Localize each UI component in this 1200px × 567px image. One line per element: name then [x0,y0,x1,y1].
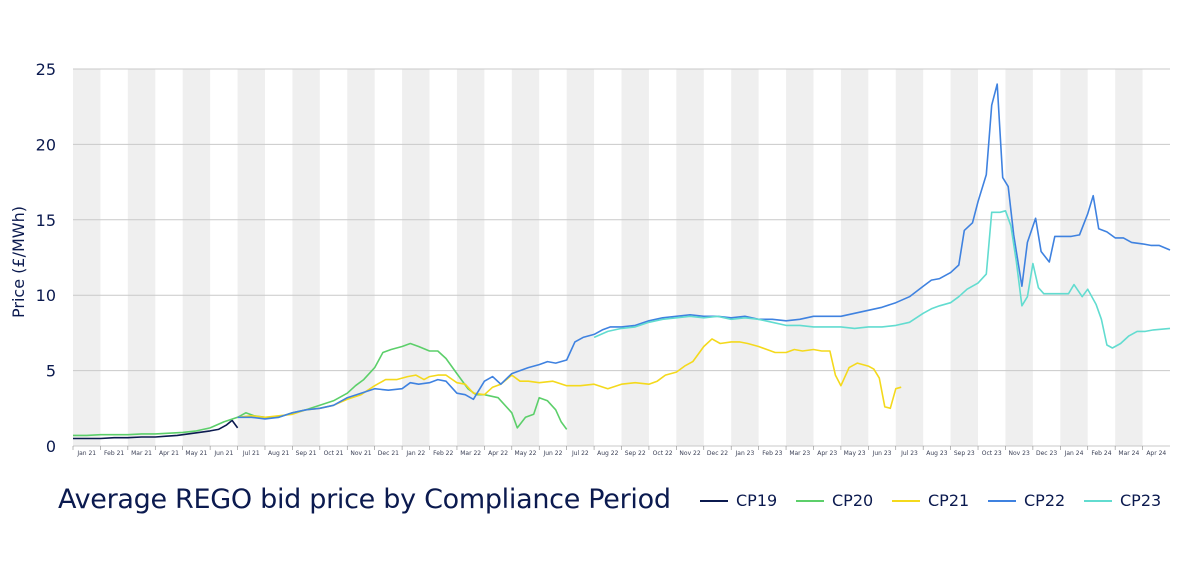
x-tick-label: Mar 23 [789,450,810,457]
x-tick-label: Mar 24 [1118,450,1139,457]
month-band [840,69,869,446]
x-tick-label: Feb 21 [104,450,124,457]
x-tick-label: Oct 23 [982,450,1002,457]
month-band [237,69,265,446]
x-tick-label: Sep 23 [954,450,975,457]
x-tick-label: Oct 22 [653,450,673,457]
x-tick-label: Nov 23 [1009,450,1030,457]
month-band [1060,69,1088,446]
x-tick-label: Sep 21 [296,450,317,457]
month-band [127,69,156,446]
month-band [347,69,375,446]
x-tick-label: Dec 23 [1036,450,1057,457]
month-band [73,69,101,446]
legend-swatch [988,499,1016,502]
x-tick-label: Mar 21 [131,450,152,457]
x-tick-label: May 21 [185,450,207,457]
y-tick-label: 20 [36,135,56,154]
x-axis-ticks: Jan 21 Feb 21 Mar 21 Apr 21 May 21 Jun 21 Jul … [72,446,1166,457]
month-band [1115,69,1143,446]
x-tick-label: Jan 22 [405,450,425,457]
x-tick-label: Jul 23 [900,450,918,457]
y-tick-label: 5 [46,362,56,381]
month-band [950,69,979,446]
y-axis-ticks: 0 5 10 15 20 25 [36,60,56,456]
legend-label: CP19 [736,491,778,510]
x-tick-label: Aug 23 [926,450,947,457]
legend: CP19 CP20 CP21 CP22 CP23 [700,491,1180,510]
x-tick-label: Oct 21 [324,450,344,457]
month-band [895,69,924,446]
legend-label: CP21 [928,491,970,510]
y-tick-label: 10 [36,286,56,305]
x-tick-label: Apr 22 [488,450,508,457]
legend-label: CP23 [1120,491,1162,510]
series-line-cp19 [73,419,239,440]
x-tick-label: Jun 22 [542,450,562,457]
month-band [786,69,814,446]
series-line-cp23 [593,210,1171,349]
series-line-cp21 [237,338,902,419]
month-band [566,69,595,446]
x-tick-label: Apr 21 [159,450,179,457]
x-tick-label: Jan 24 [1064,450,1084,457]
y-axis-label: Price (£/MWh) [9,206,28,318]
x-tick-label: Feb 22 [433,450,453,457]
month-band [182,69,211,446]
x-tick-label: Jul 21 [242,450,260,457]
legend-swatch [1084,499,1112,502]
x-tick-label: Dec 21 [378,450,399,457]
x-tick-label: Apr 24 [1146,450,1166,457]
y-tick-label: 0 [46,437,56,456]
legend-label: CP20 [832,491,874,510]
legend-label: CP22 [1024,491,1066,510]
y-tick-label: 15 [36,211,56,230]
month-band [676,69,704,446]
x-tick-label: Apr 23 [817,450,837,457]
month-band [292,69,320,446]
x-tick-label: Dec 22 [707,450,728,457]
x-tick-label: Sep 22 [625,450,646,457]
x-tick-label: May 22 [515,450,537,457]
month-band [1005,69,1033,446]
legend-item-cp20: CP20 [796,491,892,510]
series-line-cp20 [73,342,568,437]
x-tick-label: Feb 23 [762,450,782,457]
x-tick-label: Jun 23 [872,450,892,457]
y-tick-label: 25 [36,60,56,79]
x-tick-label: Jan 23 [735,450,755,457]
x-tick-label: Nov 22 [679,450,700,457]
x-tick-label: Mar 22 [460,450,481,457]
month-band [621,69,649,446]
legend-item-cp19: CP19 [700,491,796,510]
chart-title: Average REGO bid price by Compliance Per… [58,484,671,515]
x-tick-label: May 23 [844,450,866,457]
legend-item-cp22: CP22 [988,491,1084,510]
legend-item-cp23: CP23 [1084,491,1180,510]
series-lines [73,83,1171,440]
month-bands [73,69,1143,446]
x-tick-label: Jul 22 [571,450,589,457]
x-tick-label: Aug 22 [597,450,618,457]
month-band [511,69,540,446]
legend-item-cp21: CP21 [892,491,988,510]
x-tick-label: Feb 24 [1091,450,1111,457]
legend-swatch [796,499,824,502]
legend-swatch [700,499,728,502]
x-tick-label: Aug 21 [268,450,289,457]
x-tick-label: Jan 21 [76,450,96,457]
month-band [731,69,759,446]
x-tick-label: Jun 21 [213,450,233,457]
legend-swatch [892,499,920,502]
month-band [402,69,430,446]
x-tick-label: Nov 21 [350,450,371,457]
